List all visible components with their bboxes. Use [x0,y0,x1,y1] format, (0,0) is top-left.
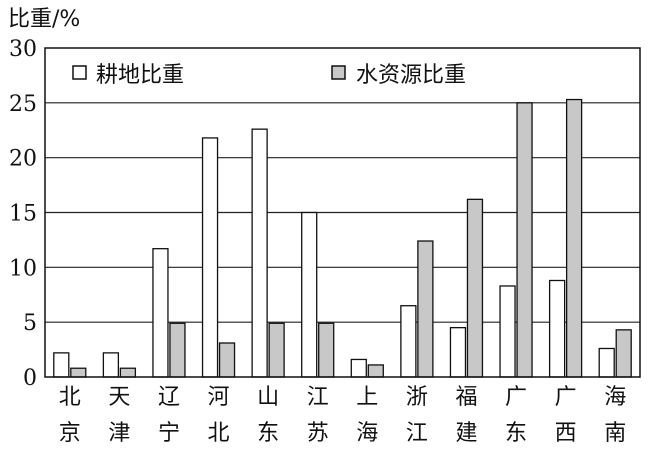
bar-water [516,102,533,378]
x-category-label: 江 [307,385,329,410]
bar-water [268,322,285,378]
x-category-label: 北 [59,385,81,410]
x-category-label: 浙 [406,385,428,410]
bar-water [417,240,434,378]
bar-cropland [102,352,120,378]
y-tick-label: 15 [9,202,37,227]
x-category-label: 南 [604,421,626,446]
bar-water [615,329,632,378]
x-category-label: 东 [505,421,527,446]
legend: 耕地比重 水资源比重 [72,63,466,88]
bar-cropland [301,211,318,378]
y-tick-label: 0 [23,366,37,391]
x-category-label: 广 [505,385,527,410]
bar-cropland [53,352,70,378]
bar-cropland [499,285,516,378]
bar-cropland [400,305,417,378]
x-category-label: 京 [59,421,81,446]
x-category-label: 辽 [158,385,180,410]
x-category-label: 江 [406,421,428,446]
bar-cropland [449,326,467,378]
legend-swatch-cropland [72,65,87,80]
x-category-label: 上 [356,385,378,410]
bar-cropland [548,279,566,378]
x-category-label: 苏 [307,421,329,446]
x-category-label: 天 [108,385,130,410]
bar-water [466,198,484,378]
bar-water [367,364,384,378]
x-category-label: 山 [257,385,279,410]
bar-cropland [152,248,169,378]
bar-water [119,367,137,378]
bar-water [218,342,236,378]
legend-label-cropland: 耕地比重 [96,63,184,88]
bars [53,98,632,378]
gridlines [45,102,640,323]
x-category-label: 海 [604,385,626,410]
y-tick-label: 20 [9,147,37,172]
x-category-label: 福 [455,385,477,410]
legend-swatch-water [331,65,346,80]
x-category-label: 广 [555,385,577,410]
y-tick-label: 25 [9,92,37,117]
bar-water [565,98,583,378]
y-tick-label: 10 [9,256,37,281]
bar-cropland [350,358,367,378]
bar-water [70,367,87,378]
x-category-label: 东 [257,421,279,446]
x-category-label: 建 [455,421,477,446]
y-tick-label: 5 [23,311,37,336]
x-category-label: 北 [208,421,230,446]
y-ticks: 0 5 10 15 20 25 30 [9,37,37,391]
y-axis-label: 比重/% [8,7,80,32]
bar-cropland [201,137,219,378]
bar-water [318,322,335,378]
plot-frame [44,47,641,378]
x-category-label: 津 [108,421,130,446]
x-category-label: 西 [555,421,577,446]
bar-cropland [251,128,268,378]
bar-cropland [598,347,615,378]
bar-water [169,322,186,378]
x-category-label: 河 [208,385,230,410]
x-category-label: 海 [356,421,378,446]
x-category-label: 宁 [158,421,180,446]
legend-label-water: 水资源比重 [356,63,466,88]
y-tick-label: 30 [9,37,37,62]
